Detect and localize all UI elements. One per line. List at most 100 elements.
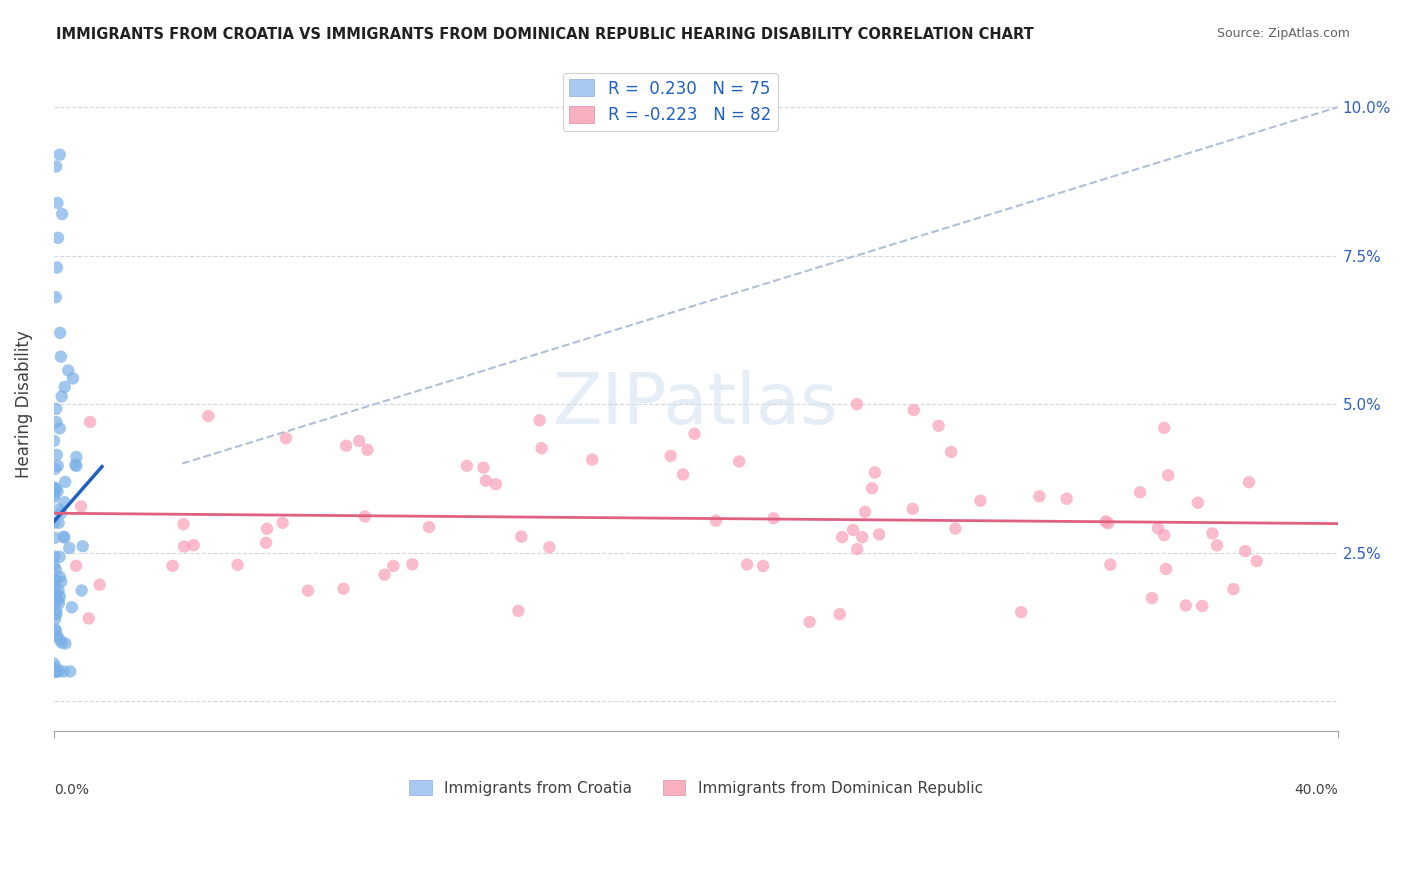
Point [1010, 605, 1032, 619]
Point [42, 657, 65, 671]
Point [735, 558, 758, 572]
Point [274, 431, 297, 445]
Point [401, 558, 423, 572]
Point [1153, 421, 1175, 435]
Text: 0.0%: 0.0% [53, 783, 89, 797]
Point [46, 458, 69, 473]
Point [1234, 544, 1257, 558]
Point [1237, 475, 1260, 490]
Point [70, 500, 93, 514]
Point [48, 583, 70, 598]
Point [485, 477, 508, 491]
Point [162, 558, 184, 573]
Point [828, 607, 851, 621]
Point [44, 516, 66, 530]
Point [48, 596, 70, 610]
Point [49, 350, 72, 364]
Point [44, 583, 66, 598]
Point [354, 509, 377, 524]
Point [851, 530, 873, 544]
Point [704, 514, 727, 528]
Point [846, 542, 869, 557]
Point [48, 549, 70, 564]
Point [48, 147, 70, 161]
Point [46, 484, 69, 499]
Point [44, 665, 66, 679]
Point [46, 629, 69, 643]
Point [799, 615, 821, 629]
Point [45, 401, 67, 416]
Point [42, 558, 65, 573]
Point [45, 290, 67, 304]
Point [48, 502, 70, 516]
Point [48, 665, 70, 679]
Point [297, 583, 319, 598]
Point [44, 490, 66, 504]
Point [45, 665, 67, 679]
Point [1187, 496, 1209, 510]
Point [373, 567, 395, 582]
Text: IMMIGRANTS FROM CROATIA VS IMMIGRANTS FROM DOMINICAN REPUBLIC HEARING DISABILITY: IMMIGRANTS FROM CROATIA VS IMMIGRANTS FR… [56, 27, 1033, 42]
Point [1094, 515, 1116, 529]
Point [49, 590, 72, 604]
Point [79, 415, 101, 429]
Point [53, 531, 76, 545]
Point [197, 409, 219, 423]
Point [472, 460, 495, 475]
Point [683, 426, 706, 441]
Point [868, 527, 890, 541]
Point [581, 452, 603, 467]
Point [45, 624, 67, 638]
Point [728, 454, 751, 468]
Point [762, 511, 785, 525]
Point [1056, 491, 1078, 506]
Point [510, 530, 533, 544]
Point [45, 587, 67, 601]
Point [44, 595, 66, 609]
Point [1246, 554, 1268, 568]
Point [508, 604, 530, 618]
Point [530, 441, 553, 455]
Point [49, 506, 72, 520]
Point [335, 439, 357, 453]
Point [356, 442, 378, 457]
Point [1222, 582, 1244, 596]
Point [1201, 526, 1223, 541]
Point [45, 415, 67, 429]
Point [226, 558, 249, 572]
Point [51, 389, 73, 403]
Point [969, 493, 991, 508]
Point [65, 458, 87, 473]
Point [172, 517, 194, 532]
Point [45, 260, 67, 275]
Point [1099, 558, 1122, 572]
Point [65, 558, 87, 573]
Point [1191, 599, 1213, 613]
Point [45, 607, 67, 622]
Point [183, 538, 205, 552]
Point [845, 397, 868, 411]
Point [51, 635, 73, 649]
Point [58, 541, 80, 555]
Y-axis label: Hearing Disability: Hearing Disability [15, 330, 32, 478]
Point [928, 418, 950, 433]
Point [1154, 562, 1177, 576]
Point [53, 380, 76, 394]
Point [62, 371, 84, 385]
Point [44, 549, 66, 564]
Text: ZIPatlas: ZIPatlas [553, 369, 838, 439]
Point [89, 577, 111, 591]
Point [59, 665, 82, 679]
Point [44, 612, 66, 626]
Point [903, 403, 925, 417]
Point [659, 449, 682, 463]
Point [44, 483, 66, 497]
Point [271, 516, 294, 530]
Point [48, 516, 70, 530]
Point [45, 562, 67, 576]
Point [1157, 468, 1180, 483]
Point [1129, 485, 1152, 500]
Point [529, 413, 551, 427]
Text: Source: ZipAtlas.com: Source: ZipAtlas.com [1216, 27, 1350, 40]
Point [842, 523, 865, 537]
